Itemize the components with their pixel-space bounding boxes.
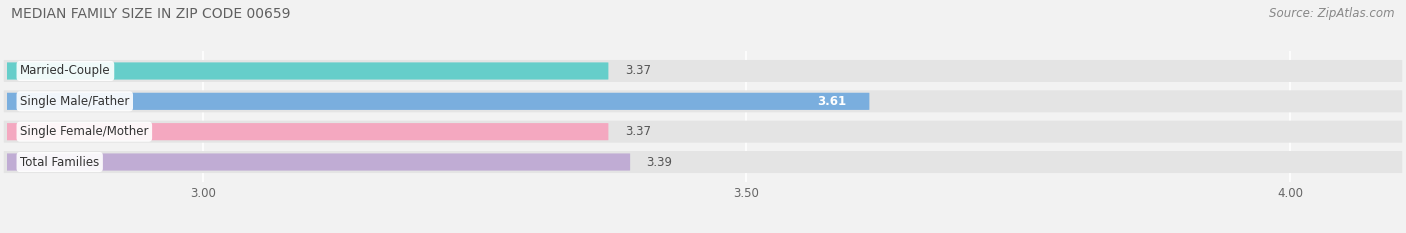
FancyBboxPatch shape [4,93,869,110]
FancyBboxPatch shape [4,153,630,171]
FancyBboxPatch shape [4,123,609,140]
Text: Single Male/Father: Single Male/Father [20,95,129,108]
Text: 3.61: 3.61 [817,95,846,108]
FancyBboxPatch shape [4,62,609,80]
Text: 3.39: 3.39 [647,155,672,168]
FancyBboxPatch shape [4,121,1402,143]
FancyBboxPatch shape [4,90,1402,112]
Text: Source: ZipAtlas.com: Source: ZipAtlas.com [1270,7,1395,20]
Text: 3.37: 3.37 [624,65,651,78]
FancyBboxPatch shape [4,60,1402,82]
Text: MEDIAN FAMILY SIZE IN ZIP CODE 00659: MEDIAN FAMILY SIZE IN ZIP CODE 00659 [11,7,291,21]
Text: Married-Couple: Married-Couple [20,65,111,78]
Text: Total Families: Total Families [20,155,100,168]
FancyBboxPatch shape [4,151,1402,173]
Text: 3.37: 3.37 [624,125,651,138]
Text: Single Female/Mother: Single Female/Mother [20,125,149,138]
